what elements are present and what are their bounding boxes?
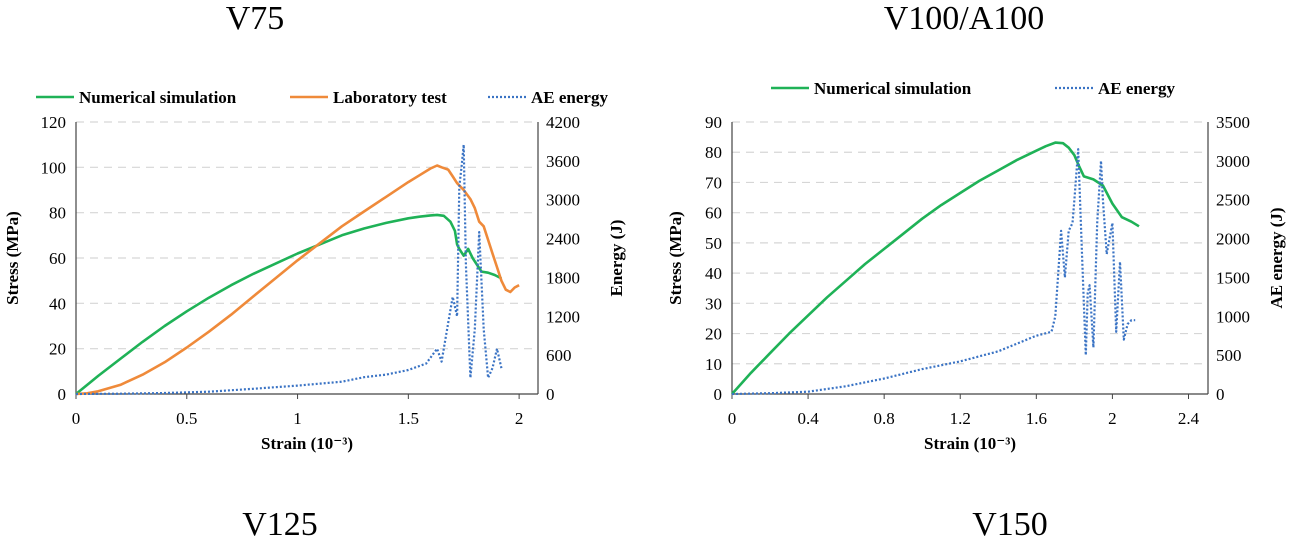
chart2-y2-tick-label: 500 [1216,346,1242,365]
chart1-x-axis-title: Strain (10⁻³) [261,434,353,453]
chart2-y2-tick-label: 0 [1216,385,1225,404]
chart2-x-axis-title: Strain (10⁻³) [924,434,1016,453]
chart1-x-tick-label: 0 [72,409,81,428]
chart1-series-laboratory-test [75,164,520,396]
caption-top-right: V100/A100 [883,0,1045,37]
chart2-y2-tick-label: 3000 [1216,152,1250,171]
chart2-x-tick-label: 1.2 [950,409,971,428]
chart2-y-tick-label: 20 [705,325,722,344]
chart2-y-tick-label: 60 [705,204,722,223]
chart1-legend-label: AE energy [531,88,608,107]
chart1-y-tick-label: 100 [41,158,67,177]
chart2-y-tick-label: 90 [705,113,722,132]
caption-bottom-left: V125 [242,506,318,543]
chart2-series-ae-energy [731,148,1136,396]
chart1-x-tick-label: 1.5 [398,409,419,428]
chart2-x-tick-label: 2.4 [1178,409,1200,428]
chart2-legend-label: Numerical simulation [814,79,972,98]
chart2-y2-tick-label: 3500 [1216,113,1250,132]
chart1-y2-tick-label: 4200 [546,113,580,132]
chart1-y2-tick-label: 600 [546,346,572,365]
chart1-y-tick-label: 20 [49,340,66,359]
chart1-y2-tick-label: 3000 [546,191,580,210]
chart2-x-tick-label: 0.8 [874,409,895,428]
chart2-x-tick-label: 2 [1108,409,1117,428]
chart2-y-axis-title: Stress (MPa) [666,211,685,305]
chart1-y-tick-label: 60 [49,249,66,268]
chart2-y2-tick-label: 1000 [1216,307,1250,326]
chart2-y-tick-label: 40 [705,264,722,283]
chart1-y2-tick-label: 1800 [546,268,580,287]
chart2-x-tick-label: 1.6 [1026,409,1047,428]
chart2-y-tick-label: 50 [705,234,722,253]
chart1-legend-label: Laboratory test [333,88,447,107]
chart2-y2-tick-label: 1500 [1216,268,1250,287]
chart2-y2-axis-title: AE energy (J) [1267,207,1286,308]
chart2-y-tick-label: 10 [705,355,722,374]
caption-top-left: V75 [225,0,285,37]
chart1-y2-axis-title: Energy (J) [607,220,626,297]
chart1-series-ae-energy [75,143,503,396]
chart2-y-tick-label: 30 [705,294,722,313]
chart2-y-tick-label: 70 [705,173,722,192]
chart1-y-tick-label: 0 [58,385,67,404]
chart2-y2-tick-label: 2500 [1216,191,1250,210]
chart2-y-tick-label: 80 [705,143,722,162]
chart2-x-tick-label: 0.4 [797,409,819,428]
chart1-x-tick-label: 0.5 [176,409,197,428]
chart2-y-tick-label: 0 [714,385,723,404]
chart1-y-tick-label: 120 [41,113,67,132]
chart2-x-tick-label: 0 [728,409,737,428]
chart1-y2-tick-label: 2400 [546,230,580,249]
chart2-legend-label: AE energy [1098,79,1175,98]
chart1-series-numerical-simulation [75,213,502,396]
chart1-y-axis-title: Stress (MPa) [3,211,22,305]
chart1-y-tick-label: 80 [49,204,66,223]
chart1-legend-label: Numerical simulation [79,88,237,107]
chart2-y2-tick-label: 2000 [1216,230,1250,249]
chart1-y2-tick-label: 0 [546,385,555,404]
chart1-y2-tick-label: 3600 [546,152,580,171]
chart1-y-tick-label: 40 [49,294,66,313]
chart1-x-tick-label: 1 [293,409,302,428]
chart1-x-tick-label: 2 [515,409,524,428]
caption-bottom-right: V150 [972,506,1048,543]
chart1-y2-tick-label: 1200 [546,307,580,326]
chart2-series-numerical-simulation [731,141,1140,395]
